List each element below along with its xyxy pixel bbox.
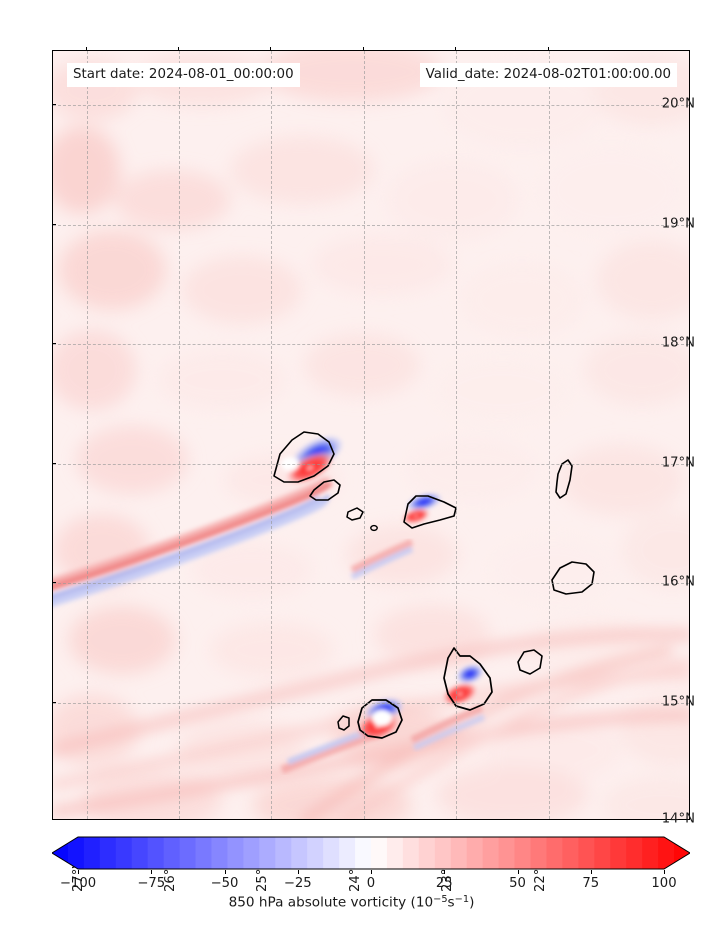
coastline-sal — [555, 459, 573, 499]
colorbar-gradient — [52, 836, 690, 870]
ytick-label-14n: 14°N — [661, 811, 695, 827]
ytickmark-19n — [52, 224, 56, 225]
colorbar-label-mid: s — [447, 894, 455, 911]
colorbar-label-exponent-1: −5 — [433, 894, 448, 905]
colorbar[interactable]: −100 −75 −50 −25 0 25 50 75 100 — [52, 836, 690, 891]
colorbar-tickmark-0 — [78, 870, 79, 874]
colorbar-ticklabel-7: 75 — [582, 876, 600, 891]
colorbar-ticklabel-6: 50 — [509, 876, 526, 891]
xtickmark-23w — [455, 46, 456, 50]
coastline-santiago — [443, 647, 493, 711]
colorbar-axis-label: 850 hPa absolute vorticity (10−5s−1) — [0, 894, 703, 910]
coastline-maio — [517, 649, 543, 675]
xtickmark-25w — [270, 46, 271, 50]
start-date-text: Start date: 2024-08-01_00:00:00 — [73, 67, 294, 82]
colorbar-tickmark-7 — [590, 870, 592, 874]
map-axes[interactable]: Start date: 2024-08-01_00:00:00 Valid_da… — [52, 50, 690, 820]
colorbar-ticklabel-8: 100 — [651, 876, 677, 891]
ytickmark-18n — [52, 343, 56, 344]
coastline-branco-raso — [370, 524, 378, 532]
ytick-label-18n: 18°N — [661, 335, 695, 351]
coastline-santo-antao — [273, 431, 335, 483]
coastline-fogo — [357, 699, 403, 739]
xtickmark-24w — [363, 46, 364, 50]
ytick-label-20n: 20°N — [661, 96, 695, 112]
ytickmark-14n — [52, 819, 56, 820]
coastline-boa-vista — [551, 561, 595, 595]
coastline-santa-luzia — [346, 507, 364, 521]
colorbar-label-prefix: 850 hPa absolute vorticity (10 — [228, 894, 434, 911]
ytickmark-17n — [52, 463, 56, 464]
xtickmark-27w — [86, 46, 87, 50]
vorticity-field — [53, 51, 689, 819]
colorbar-label-exponent-2: −1 — [454, 894, 470, 905]
ytickmark-16n — [52, 582, 56, 583]
vorticity-raster — [53, 51, 689, 819]
colorbar-tickmark-3 — [297, 870, 299, 874]
ytick-label-17n: 17°N — [661, 455, 695, 471]
colorbar-tickmark-6 — [517, 870, 519, 874]
colorbar-ticklabel-2: −50 — [210, 876, 239, 891]
start-date-box: Start date: 2024-08-01_00:00:00 — [67, 63, 300, 88]
colorbar-tickmark-2 — [224, 870, 226, 874]
ytickmark-15n — [52, 702, 56, 703]
coastline-brava — [337, 715, 350, 731]
colorbar-ticklabel-1: −75 — [137, 876, 166, 891]
valid-date-box: Valid_date: 2024-08-02T01:00:00.00 — [419, 63, 677, 88]
colorbar-ticklabel-0: −100 — [59, 876, 97, 891]
coastline-sao-vicente — [309, 479, 341, 501]
ytick-label-15n: 15°N — [661, 694, 695, 710]
xtickmark-22w — [548, 46, 549, 50]
colorbar-tickmark-4 — [371, 870, 372, 874]
colorbar-tickmark-1 — [151, 870, 153, 874]
colorbar-tickmark-5 — [444, 870, 446, 874]
colorbar-outline — [52, 836, 690, 870]
colorbar-tickmark-8 — [664, 870, 665, 874]
valid-date-text: Valid_date: 2024-08-02T01:00:00.00 — [425, 67, 671, 82]
colorbar-ticklabel-3: −25 — [283, 876, 312, 891]
ytickmark-20n — [52, 104, 56, 105]
colorbar-ticklabel-5: 25 — [435, 876, 453, 891]
colorbar-ticklabel-4: 0 — [366, 876, 376, 891]
colorbar-label-suffix: ) — [469, 894, 475, 911]
ytick-label-16n: 16°N — [661, 574, 695, 590]
ytick-label-19n: 19°N — [661, 216, 695, 232]
xtickmark-26w — [178, 46, 179, 50]
